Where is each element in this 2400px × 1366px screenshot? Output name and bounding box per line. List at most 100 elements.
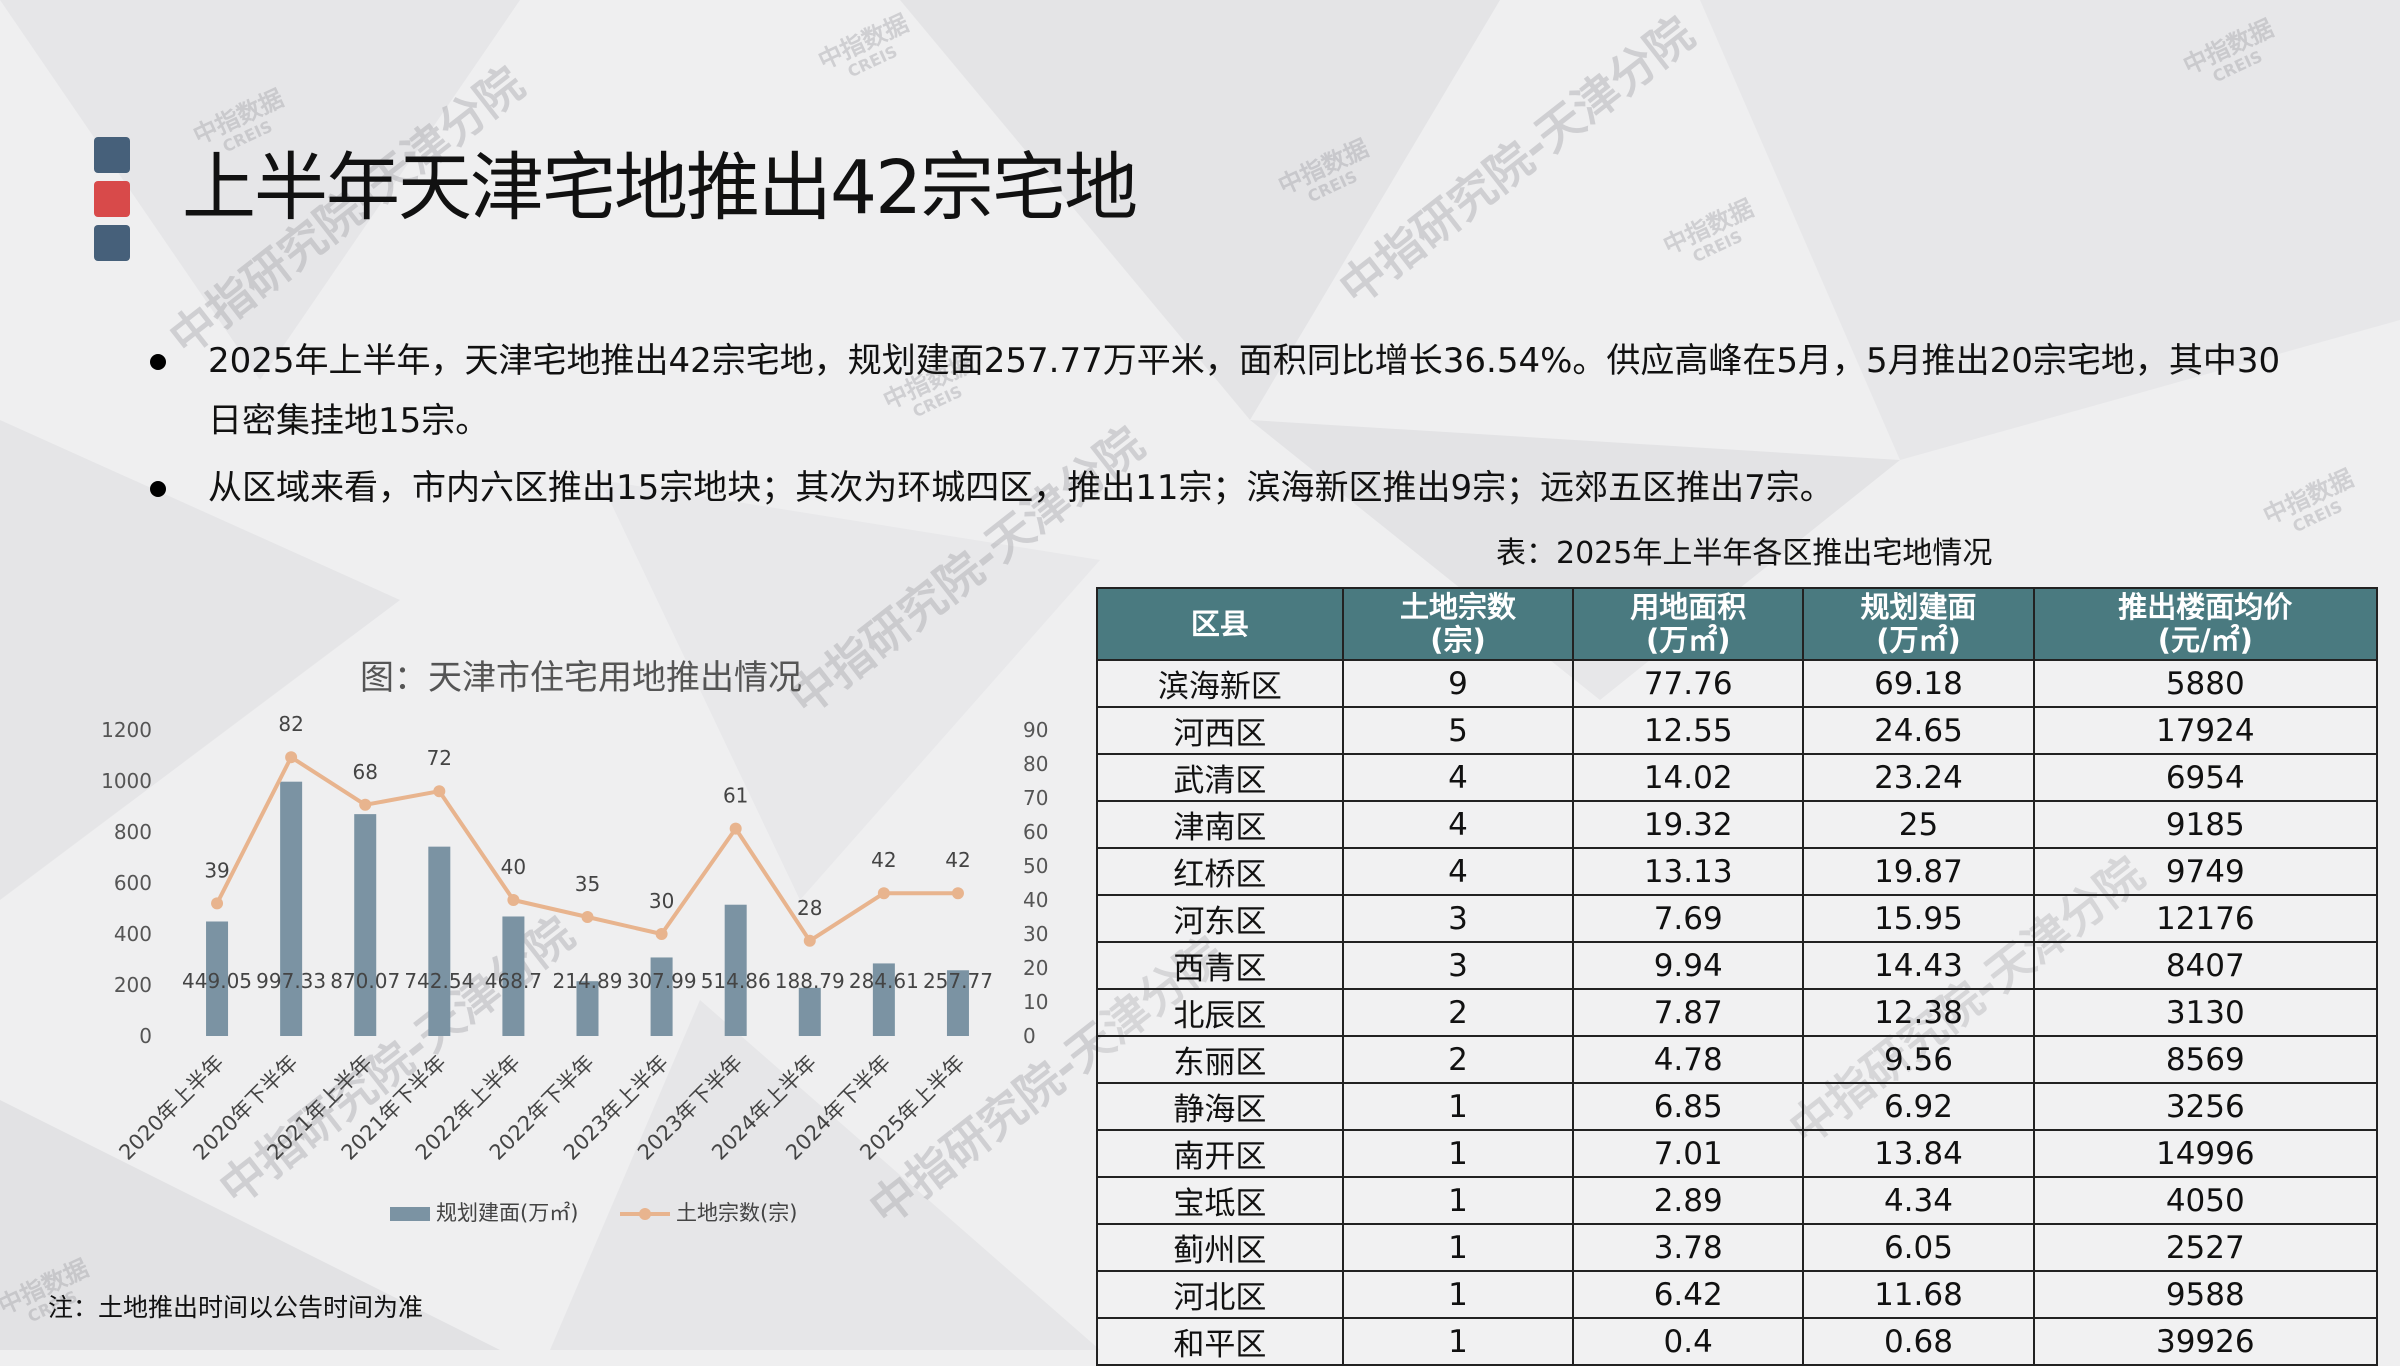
line-data-label: 42 <box>945 848 970 872</box>
table-cell: 7.69 <box>1573 895 1803 942</box>
table-cell: 9 <box>1343 660 1573 707</box>
bullet-item: 从区域来看，市内六区推出15宗地块；其次为环城四区，推出11宗；滨海新区推出9宗… <box>150 458 2290 518</box>
table-cell: 9749 <box>2034 848 2377 895</box>
table-cell: 12.55 <box>1573 707 1803 754</box>
table-cell: 9588 <box>2034 1271 2377 1318</box>
y-left-tick-label: 1200 <box>101 718 152 742</box>
table-cell: 9.56 <box>1803 1036 2033 1083</box>
y-right-tick-label: 80 <box>1023 752 1048 776</box>
bar <box>280 782 302 1036</box>
table-cell: 南开区 <box>1097 1130 1343 1177</box>
table-cell: 和平区 <box>1097 1318 1343 1365</box>
bullet-dot-icon <box>150 354 166 370</box>
table-cell: 红桥区 <box>1097 848 1343 895</box>
line-point <box>211 897 223 909</box>
legend-line-label: 土地宗数(宗) <box>676 1201 797 1225</box>
table-cell: 1 <box>1343 1224 1573 1271</box>
table-body: 滨海新区 9 77.76 69.18 5880 河西区 5 12.55 24.65 17924 武清… <box>1097 660 2377 1365</box>
table-cell: 4.78 <box>1573 1036 1803 1083</box>
line-data-label: 28 <box>797 896 822 920</box>
table-cell: 23.24 <box>1803 754 2033 801</box>
line-data-label: 61 <box>723 784 748 808</box>
table-row: 河北区 1 6.42 11.68 9588 <box>1097 1271 2377 1318</box>
table-cell: 1 <box>1343 1083 1573 1130</box>
table-row: 滨海新区 9 77.76 69.18 5880 <box>1097 660 2377 707</box>
table-cell: 14.43 <box>1803 942 2033 989</box>
table-cell: 24.65 <box>1803 707 2033 754</box>
table-cell: 13.84 <box>1803 1130 2033 1177</box>
table-row: 河西区 5 12.55 24.65 17924 <box>1097 707 2377 754</box>
y-right-tick-label: 20 <box>1023 956 1048 980</box>
line-point <box>804 935 816 947</box>
table-cell: 6.42 <box>1573 1271 1803 1318</box>
table-header-cell: 土地宗数 (宗) <box>1343 588 1573 660</box>
table-cell: 宝坻区 <box>1097 1177 1343 1224</box>
line-point <box>656 928 668 940</box>
table-row: 北辰区 2 7.87 12.38 3130 <box>1097 989 2377 1036</box>
table-cell: 3130 <box>2034 989 2377 1036</box>
table-cell: 4 <box>1343 754 1573 801</box>
accent-square-top <box>94 137 130 173</box>
table-cell: 河北区 <box>1097 1271 1343 1318</box>
y-right-tick-label: 50 <box>1023 854 1048 878</box>
table-cell: 东丽区 <box>1097 1036 1343 1083</box>
table-cell: 蓟州区 <box>1097 1224 1343 1271</box>
bar-data-label: 997.33 <box>256 969 326 993</box>
table-row: 静海区 1 6.85 6.92 3256 <box>1097 1083 2377 1130</box>
table-cell: 13.13 <box>1573 848 1803 895</box>
table-cell: 6.92 <box>1803 1083 2033 1130</box>
line-point <box>359 799 371 811</box>
legend-bar-swatch <box>390 1207 430 1221</box>
table-cell: 9.94 <box>1573 942 1803 989</box>
table-cell: 19.32 <box>1573 801 1803 848</box>
table-cell: 2.89 <box>1573 1177 1803 1224</box>
y-left-tick-label: 0 <box>139 1024 152 1048</box>
accent-square-red <box>94 181 130 217</box>
table-cell: 12.38 <box>1803 989 2033 1036</box>
table-row: 宝坻区 1 2.89 4.34 4050 <box>1097 1177 2377 1224</box>
table-cell: 2 <box>1343 989 1573 1036</box>
y-right-tick-label: 40 <box>1023 888 1048 912</box>
line-point <box>433 785 445 797</box>
table-cell: 1 <box>1343 1177 1573 1224</box>
table-header-cell: 推出楼面均价 (元/㎡) <box>2034 588 2377 660</box>
table-cell: 4 <box>1343 801 1573 848</box>
bar-data-label: 284.61 <box>849 969 919 993</box>
table-row: 红桥区 4 13.13 19.87 9749 <box>1097 848 2377 895</box>
y-right-tick-label: 60 <box>1023 820 1048 844</box>
table-row: 津南区 4 19.32 25 9185 <box>1097 801 2377 848</box>
y-right-tick-label: 70 <box>1023 786 1048 810</box>
bar-data-label: 742.54 <box>404 969 474 993</box>
footnote: 注：土地推出时间以公告时间为准 <box>48 1288 423 1324</box>
y-right-tick-label: 30 <box>1023 922 1048 946</box>
table-cell: 14.02 <box>1573 754 1803 801</box>
table-cell: 3 <box>1343 895 1573 942</box>
y-right-tick-label: 0 <box>1023 1024 1036 1048</box>
table-cell: 6.05 <box>1803 1224 2033 1271</box>
table-cell: 0.68 <box>1803 1318 2033 1365</box>
table-cell: 河东区 <box>1097 895 1343 942</box>
table-cell: 8569 <box>2034 1036 2377 1083</box>
line-point <box>878 887 890 899</box>
line-data-label: 39 <box>204 858 229 882</box>
table-cell: 5880 <box>2034 660 2377 707</box>
bar <box>428 847 450 1036</box>
table-row: 武清区 4 14.02 23.24 6954 <box>1097 754 2377 801</box>
y-right-tick-label: 10 <box>1023 990 1048 1014</box>
bar-data-label: 307.99 <box>627 969 697 993</box>
line-data-label: 30 <box>649 889 674 913</box>
table-cell: 7.87 <box>1573 989 1803 1036</box>
table-cell: 2 <box>1343 1036 1573 1083</box>
accent-square-bottom <box>94 225 130 261</box>
y-right-tick-label: 90 <box>1023 718 1048 742</box>
table-cell: 39926 <box>2034 1318 2377 1365</box>
line-data-label: 72 <box>427 746 452 770</box>
bar-data-label: 870.07 <box>330 969 400 993</box>
line-data-label: 35 <box>575 872 600 896</box>
bar-data-label: 468.7 <box>485 969 542 993</box>
y-left-tick-label: 200 <box>114 973 152 997</box>
legend-bar-label: 规划建面(万㎡) <box>436 1201 578 1225</box>
chart-title: 图：天津市住宅用地推出情况 <box>360 650 802 699</box>
line-point <box>582 911 594 923</box>
line-data-label: 68 <box>353 760 378 784</box>
